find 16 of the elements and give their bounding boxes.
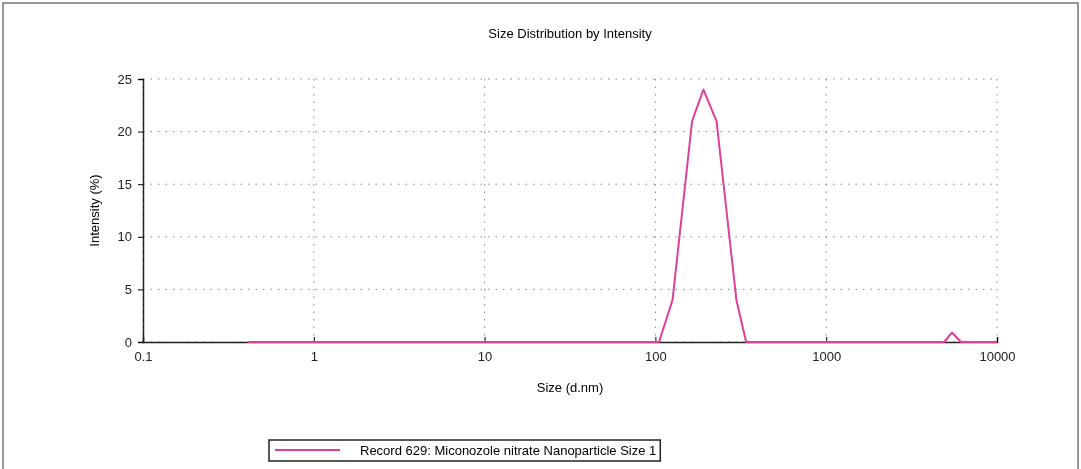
x-tick-label: 1 xyxy=(310,349,318,365)
y-tick-label: 5 xyxy=(124,282,132,298)
y-tick-label: 25 xyxy=(117,71,132,87)
y-tick-label: 10 xyxy=(117,229,132,245)
chart-title: Size Distribution by Intensity xyxy=(488,26,653,41)
y-tick-label: 0 xyxy=(124,334,132,350)
x-tick-label: 1000 xyxy=(812,349,842,365)
legend-label: Record 629: Miconozole nitrate Nanoparticle Size 1 xyxy=(360,443,657,458)
x-tick-label: 10 xyxy=(477,349,493,365)
x-axis-title: Size (d.nm) xyxy=(536,380,604,395)
y-axis-title: Intensity (%) xyxy=(87,174,102,247)
x-tick-label: 10000 xyxy=(979,349,1016,365)
x-tick-label: 100 xyxy=(645,349,667,365)
y-tick-label: 20 xyxy=(117,124,132,140)
x-tick-label: 0.1 xyxy=(134,349,153,365)
y-tick-label: 15 xyxy=(117,176,132,192)
